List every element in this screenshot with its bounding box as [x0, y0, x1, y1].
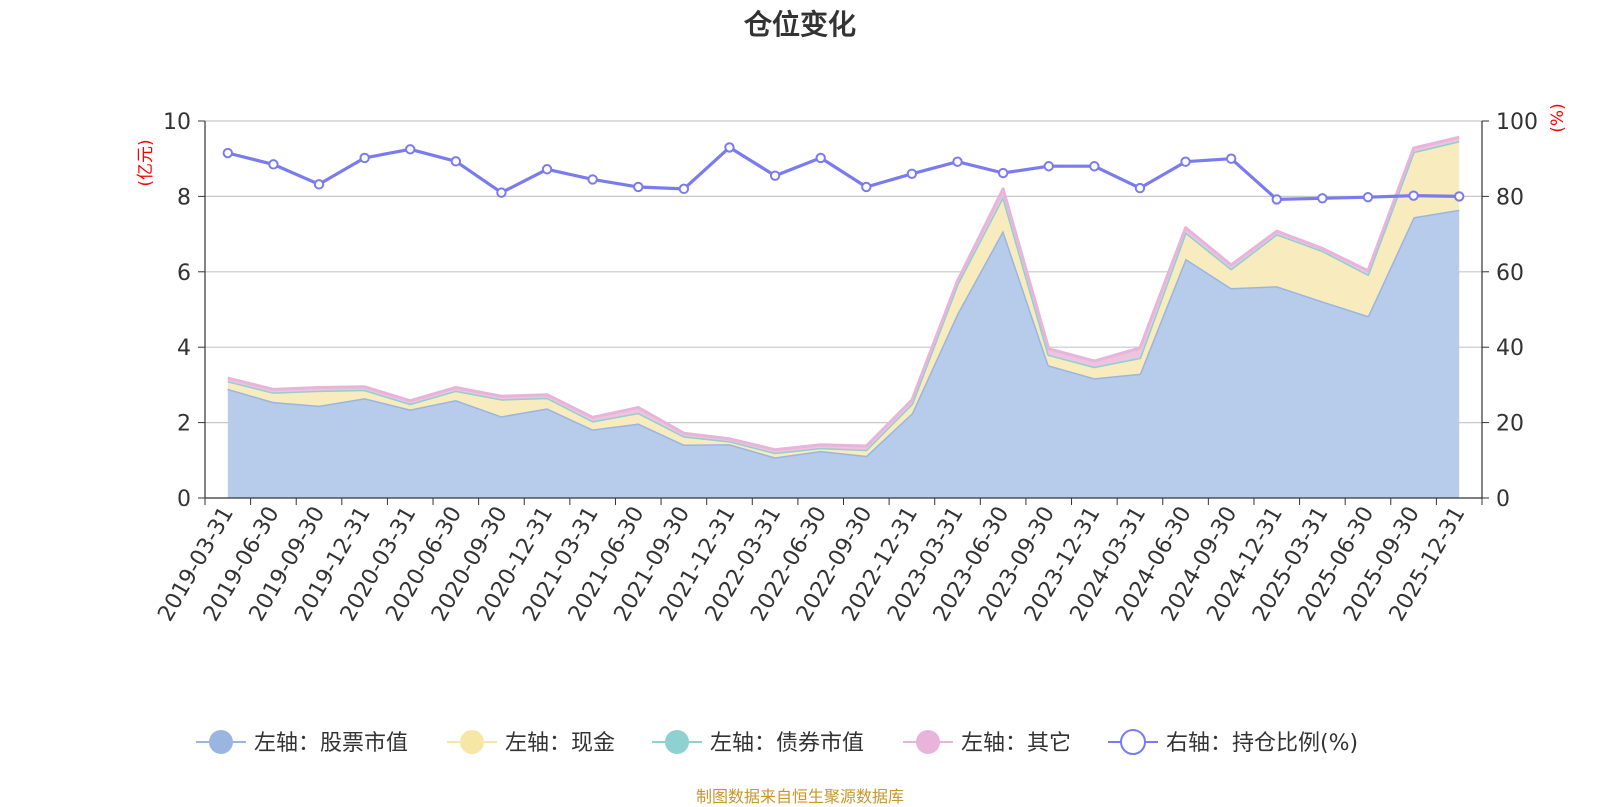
- holding-ratio-point: [997, 167, 1009, 179]
- holding-ratio-point: [541, 164, 553, 175]
- holding-ratio-point: [587, 174, 598, 185]
- holding-ratio-point: [1225, 153, 1237, 164]
- holding-ratio-point: [1043, 161, 1054, 172]
- holding-ratio-point: [496, 187, 507, 198]
- right-tick-label: 40: [1496, 336, 1524, 361]
- data-source-footer: 制图数据来自恒生聚源数据库: [695, 787, 904, 806]
- legend-marker-3: [916, 730, 940, 754]
- holding-ratio-point: [678, 183, 690, 195]
- area-左轴：股票市值: [227, 209, 1460, 498]
- left-tick-label: 0: [177, 487, 191, 512]
- legend-marker-1: [460, 730, 484, 754]
- holding-ratio-point: [1408, 190, 1419, 201]
- area-line-左轴：其它: [227, 135, 1460, 452]
- holding-ratio-point: [359, 152, 370, 164]
- holding-ratio-point: [952, 156, 963, 167]
- right-tick-label: 0: [1496, 487, 1510, 512]
- left-tick-label: 6: [177, 261, 191, 286]
- holding-ratio-point: [1180, 156, 1191, 167]
- holding-ratio-point: [450, 156, 462, 167]
- legend-label: 右轴：持仓比例(%): [1166, 731, 1358, 756]
- holding-ratio-point: [405, 144, 416, 155]
- holding-ratio-point: [1362, 191, 1374, 203]
- holding-ratio-point: [861, 181, 872, 193]
- holding-ratio-point: [1453, 191, 1465, 202]
- holding-ratio-point: [313, 179, 325, 190]
- right-axis-unit: (%): [1548, 103, 1568, 132]
- legend-label: 左轴：债券市值: [710, 731, 864, 756]
- left-tick-label: 8: [177, 185, 191, 210]
- holding-ratio-point: [1089, 161, 1100, 172]
- holding-ratio-point: [1271, 194, 1282, 205]
- holding-ratio-point: [1134, 182, 1146, 194]
- legend-marker-4: [1120, 729, 1146, 755]
- legend-marker-0: [209, 730, 233, 754]
- holding-ratio-line: [227, 145, 1460, 201]
- right-tick-label: 100: [1496, 110, 1538, 135]
- holding-ratio-point: [268, 159, 279, 170]
- holding-ratio-point: [222, 147, 234, 159]
- chart-title: 仓位变化: [744, 8, 856, 41]
- legend-label: 左轴：现金: [505, 731, 615, 756]
- legend-label: 左轴：股票市值: [254, 731, 408, 756]
- left-tick-label: 10: [163, 110, 191, 135]
- holding-ratio-point: [815, 152, 826, 164]
- legend-marker-2: [665, 730, 689, 754]
- right-tick-label: 20: [1496, 412, 1524, 437]
- left-axis-unit: (亿元): [136, 139, 156, 186]
- holding-ratio-point: [633, 181, 644, 193]
- right-tick-label: 80: [1496, 185, 1524, 210]
- holding-ratio-point: [724, 142, 735, 153]
- holding-ratio-point: [906, 168, 918, 179]
- left-tick-label: 4: [177, 336, 191, 361]
- left-tick-label: 2: [177, 412, 191, 437]
- holding-ratio-point: [1317, 193, 1328, 204]
- legend-label: 左轴：其它: [961, 731, 1071, 756]
- right-tick-label: 60: [1496, 261, 1524, 286]
- holding-ratio-point: [769, 170, 781, 181]
